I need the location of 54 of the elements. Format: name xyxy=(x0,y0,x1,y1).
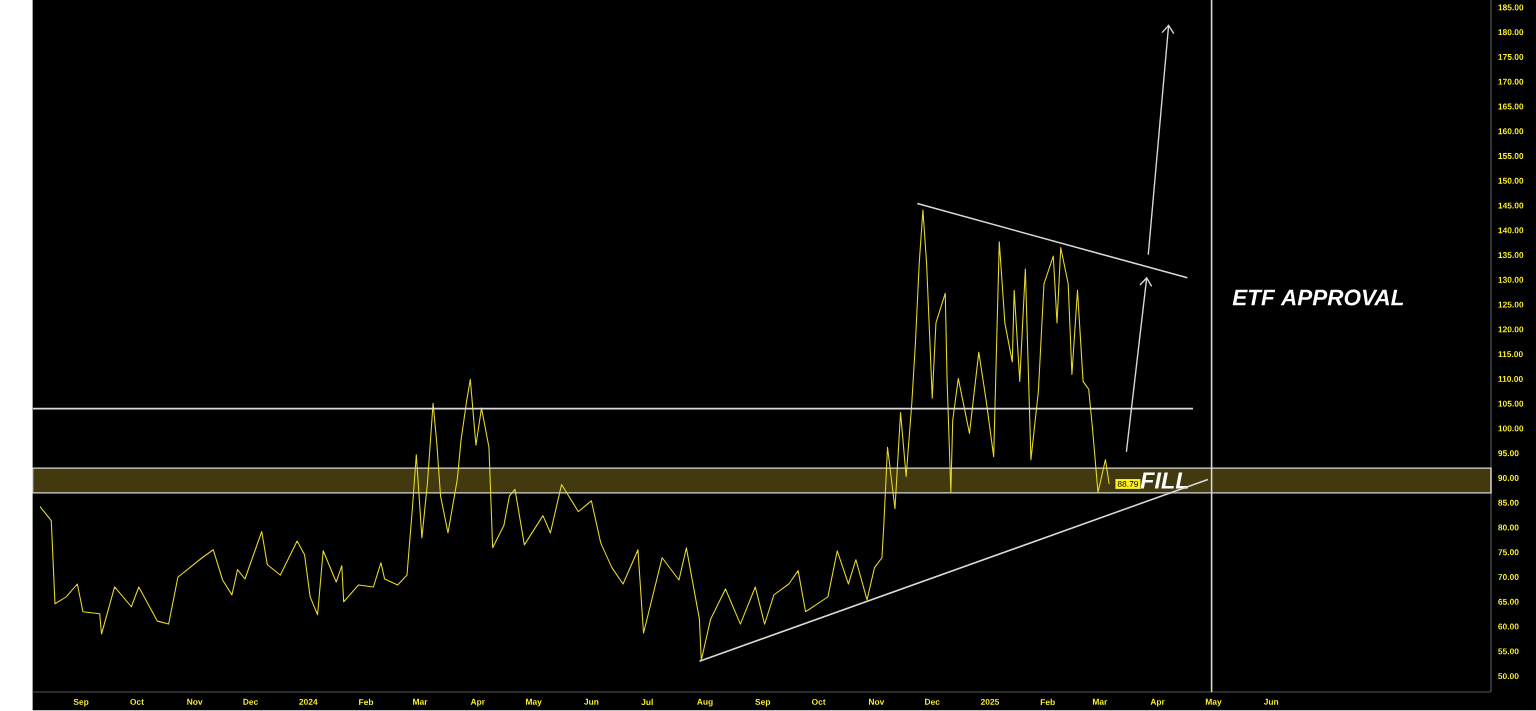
x-tick-label: Oct xyxy=(811,699,826,706)
x-tick-label: Jul xyxy=(641,699,653,706)
y-tick-label: 110.00 xyxy=(1498,376,1523,383)
y-tick-label: 75.00 xyxy=(1498,549,1519,556)
y-tick-label: 125.00 xyxy=(1498,301,1524,308)
y-tick-label: 185.00 xyxy=(1498,4,1524,11)
x-tick-label: Nov xyxy=(187,699,203,705)
y-tick-label: 105.00 xyxy=(1498,400,1524,407)
y-tick-label: 60.00 xyxy=(1498,623,1519,630)
x-tick-label: Feb xyxy=(359,699,374,706)
line-series xyxy=(39,209,1110,662)
y-tick-label: 90.00 xyxy=(1498,475,1519,482)
y-tick-label: 135.00 xyxy=(1498,252,1524,259)
x-tick-label: Sep xyxy=(73,699,89,707)
x-tick-label: May xyxy=(1205,699,1222,707)
y-tick-label: 170.00 xyxy=(1498,78,1524,85)
x-tick-label: Jun xyxy=(1263,699,1279,705)
x-tick-label: 2025 xyxy=(980,699,1000,706)
band-label: FILL xyxy=(1140,472,1189,489)
x-tick-label: Mar xyxy=(1092,699,1108,705)
x-tick-label: 2024 xyxy=(299,699,318,706)
y-tick-label: 130.00 xyxy=(1498,277,1524,284)
y-tick-label: 95.00 xyxy=(1498,450,1519,457)
x-tick-label: Sep xyxy=(755,699,771,707)
y-tick-label: 115.00 xyxy=(1498,351,1523,358)
x-tick-label: Oct xyxy=(130,699,144,706)
y-tick-label: 145.00 xyxy=(1498,202,1524,209)
x-tick-label: Jun xyxy=(584,699,599,705)
x-tick-label: Dec xyxy=(925,699,940,705)
y-tick-label: 80.00 xyxy=(1498,524,1519,531)
y-tick-label: 65.00 xyxy=(1498,599,1519,606)
x-tick-label: Mar xyxy=(413,699,428,705)
y-tick-label: 85.00 xyxy=(1498,500,1519,506)
y-tick-label: 160.00 xyxy=(1498,128,1524,135)
x-tick-label: Apr xyxy=(470,699,485,707)
y-tick-label: 180.00 xyxy=(1498,29,1524,36)
y-tick-label: 120.00 xyxy=(1498,326,1524,333)
y-tick-label: 100.00 xyxy=(1498,425,1524,432)
y-tick-label: 150.00 xyxy=(1498,178,1524,184)
x-tick-label: May xyxy=(526,699,542,707)
y-tick-label: 165.00 xyxy=(1498,103,1524,110)
x-tick-label: Apr xyxy=(1150,699,1165,707)
annotation: 88.79 xyxy=(1117,481,1139,488)
y-tick-label: 140.00 xyxy=(1498,227,1524,234)
y-tick-label: 175.00 xyxy=(1498,54,1524,61)
y-tick-label: 50.00 xyxy=(1498,673,1519,680)
y-tick-label: 70.00 xyxy=(1498,574,1519,581)
y-tick-label: 155.00 xyxy=(1498,153,1524,160)
x-tick-label: Dec xyxy=(243,699,259,705)
x-tick-label: Feb xyxy=(1040,699,1055,706)
y-tick-label: 55.00 xyxy=(1498,648,1519,655)
x-tick-label: Aug xyxy=(697,699,713,707)
x-tick-label: Nov xyxy=(868,699,885,705)
ref-line-label: ETF APPROVAL xyxy=(1232,289,1404,306)
